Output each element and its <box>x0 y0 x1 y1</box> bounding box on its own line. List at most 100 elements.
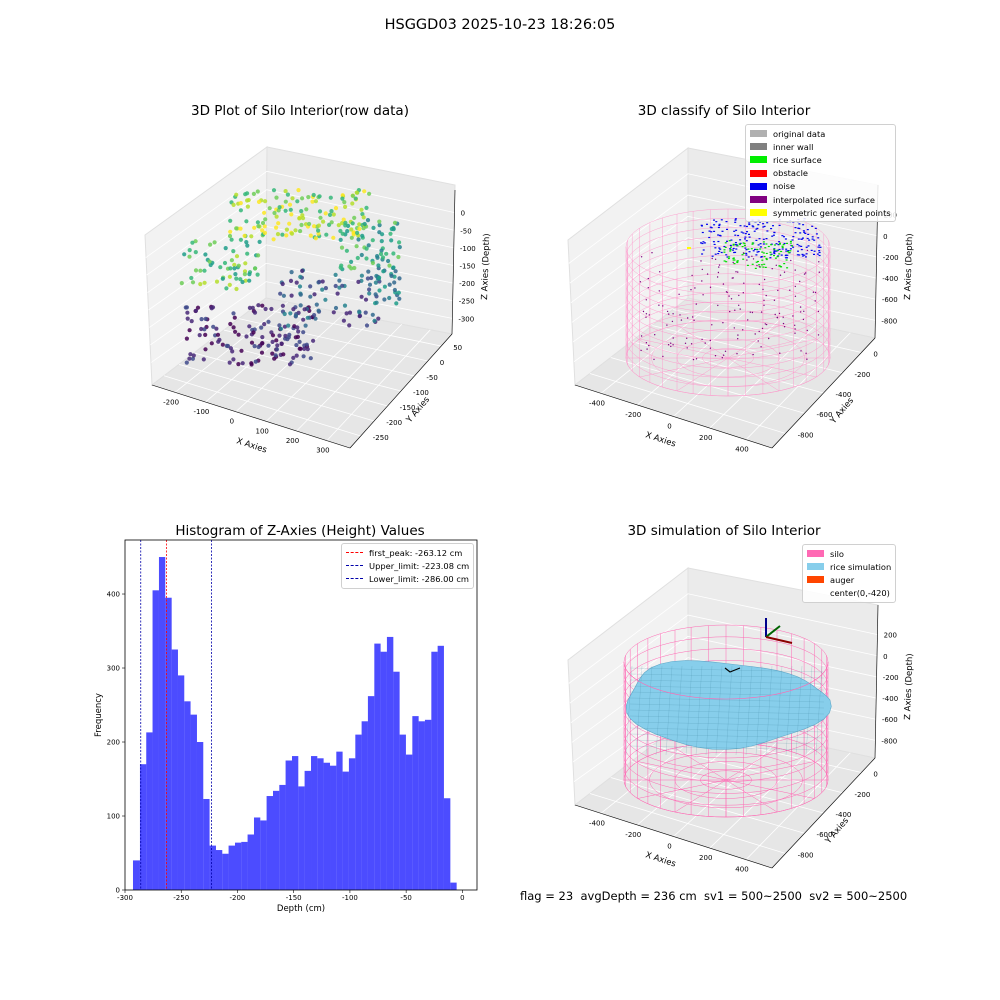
raw-data-point <box>296 188 301 193</box>
raw-data-point <box>256 303 261 308</box>
raw-data-point <box>333 206 339 211</box>
noise-point <box>818 244 821 246</box>
raw-data-point <box>189 275 194 281</box>
legend-swatch <box>750 143 767 151</box>
sim-xlabel: X Axies <box>644 850 677 869</box>
raw-data-point <box>263 306 268 312</box>
histogram-xtick-label: -150 <box>286 894 302 902</box>
raw-data-point <box>276 208 281 213</box>
interpolated-point <box>639 281 642 283</box>
noise-point <box>747 256 750 258</box>
raw-data-point <box>239 348 244 353</box>
raw-data-point <box>359 273 364 278</box>
sim-ytick: -800 <box>798 851 814 859</box>
noise-point <box>760 256 763 258</box>
histogram-bar <box>215 850 223 890</box>
noise-point <box>811 225 814 227</box>
interpolated-point <box>658 304 660 306</box>
interpolated-point <box>783 271 786 273</box>
raw-data-point <box>362 189 367 194</box>
interpolated-point <box>651 252 653 254</box>
raw-data-point <box>389 238 394 243</box>
raw-data-point <box>341 217 346 222</box>
raw-data-point <box>323 211 328 216</box>
noise-point <box>757 244 760 246</box>
surface-mesh-line <box>629 715 825 721</box>
legend-swatch <box>750 196 767 204</box>
histogram-bar <box>317 758 324 890</box>
raw-data-point <box>228 266 233 271</box>
raw-data-point <box>298 303 303 308</box>
raw-data-point <box>218 265 223 270</box>
histogram-ytick-label: 0 <box>116 887 120 895</box>
surface-mesh-line <box>645 665 653 756</box>
interpolated-point <box>754 333 756 335</box>
noise-point <box>748 236 751 238</box>
sim-ytick: 0 <box>873 771 877 779</box>
raw-data-point <box>364 205 369 210</box>
raw-data-point <box>297 339 302 344</box>
interpolated-point <box>690 289 692 291</box>
raw-data-point <box>304 342 309 347</box>
noise-point <box>773 251 776 253</box>
raw-data-point <box>199 326 204 332</box>
noise-point <box>715 221 718 223</box>
rice-surface-point <box>764 247 767 249</box>
surface-mesh-line <box>685 665 693 756</box>
raw-data-point <box>376 263 381 268</box>
raw-data-point <box>232 315 237 320</box>
sim-xtick: 400 <box>735 866 748 874</box>
interpolated-point <box>764 323 766 325</box>
raw-data-point <box>392 287 397 293</box>
raw-data-point <box>397 245 402 250</box>
noise-point <box>777 244 780 246</box>
rice-surface-point <box>785 259 788 261</box>
sim-zgrid <box>568 593 878 684</box>
interpolated-point <box>762 288 764 291</box>
histogram-bar <box>367 696 375 890</box>
raw-data-point <box>331 310 336 315</box>
interpolated-point <box>709 347 712 349</box>
rice-surface-point <box>774 257 777 259</box>
raw-data-point <box>287 202 293 207</box>
raw-data-point <box>280 281 285 287</box>
noise-point <box>805 246 808 248</box>
histogram-xtick-label: -50 <box>400 894 411 902</box>
noise-point <box>756 227 759 229</box>
interpolated-point <box>640 349 642 352</box>
interpolated-point <box>718 266 720 268</box>
raw-data-point <box>202 327 207 332</box>
rice-surface-point <box>779 266 782 268</box>
coordinate-triad <box>765 618 793 644</box>
interpolated-point <box>775 264 777 266</box>
surface-mesh-line <box>675 665 683 756</box>
legend-item: auger <box>807 573 891 586</box>
raw-data-point <box>347 310 353 315</box>
raw-data-point <box>282 324 287 329</box>
noise-point <box>780 254 783 256</box>
noise-point <box>708 230 711 232</box>
raw-data-point <box>367 287 372 292</box>
rice-surface-point <box>760 264 763 266</box>
interpolated-point <box>700 260 702 262</box>
simulation-silo-floor-spoke <box>725 779 815 799</box>
raw-data-point <box>387 282 392 287</box>
rice-surface-point <box>770 244 773 246</box>
raw-data-point <box>313 236 318 241</box>
noise-point <box>766 230 769 232</box>
noise-point <box>783 242 786 245</box>
noise-point <box>763 225 766 227</box>
classify-silo-floor-spoke <box>727 357 817 378</box>
raw-data-point <box>327 212 333 217</box>
noise-point <box>813 250 816 252</box>
surface-mesh-line <box>745 665 753 756</box>
raw-data-point <box>350 193 355 198</box>
rice-surface-point <box>789 250 792 252</box>
histogram-bar <box>228 845 235 890</box>
raw-data-point <box>305 347 310 352</box>
noise-point <box>815 233 818 235</box>
legend-label: noise <box>773 181 796 192</box>
histogram-bar <box>418 721 425 890</box>
raw-data-point <box>328 195 333 200</box>
histogram-bar <box>132 860 140 890</box>
